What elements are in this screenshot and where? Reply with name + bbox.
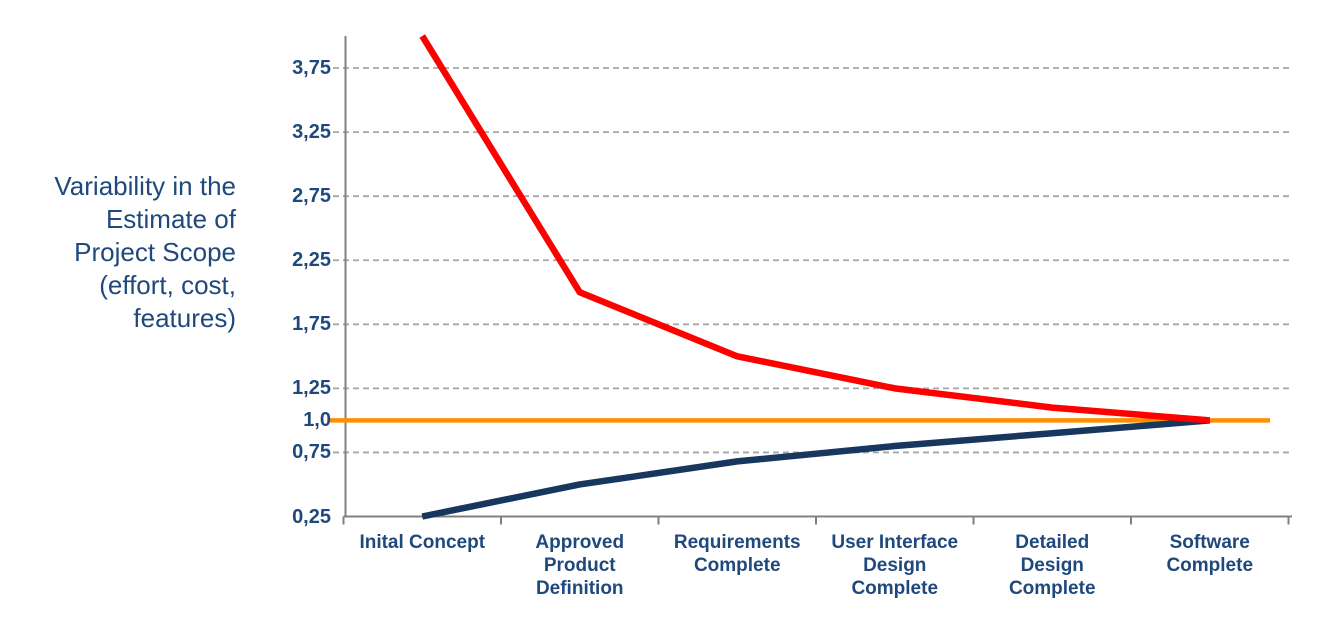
y-axis-tick-label: 0,75 [292,441,331,464]
x-axis-category-label: Inital Concept [359,532,486,553]
y-axis-tick-label: 1,25 [292,377,331,400]
y-axis-tick-label: 1,75 [292,313,331,336]
x-axis-category-label: Detailed Design Complete [1008,532,1096,599]
y-axis-tick-label: 3,25 [292,121,331,144]
x-axis-category-label: User Interface Design Complete [831,532,959,599]
upper-bound-estimate-line [419,34,1211,424]
lower-bound-estimate-line [421,417,1211,520]
y-axis-title: Variability in the Estimate of Project S… [54,171,236,333]
x-axis-category-label: Approved Product Definition [535,532,625,599]
y-axis-tick-label: 3,75 [292,57,331,80]
x-axis-category-label: Software Complete [1166,532,1254,576]
x-axis-category-label: Requirements Complete [673,532,801,576]
y-axis-tick-label: 0,25 [292,505,331,528]
y-axis-tick-label: 2,25 [292,249,331,272]
y-axis-tick-label: 1,0 [303,409,331,432]
y-axis-tick-label: 2,75 [292,185,331,208]
